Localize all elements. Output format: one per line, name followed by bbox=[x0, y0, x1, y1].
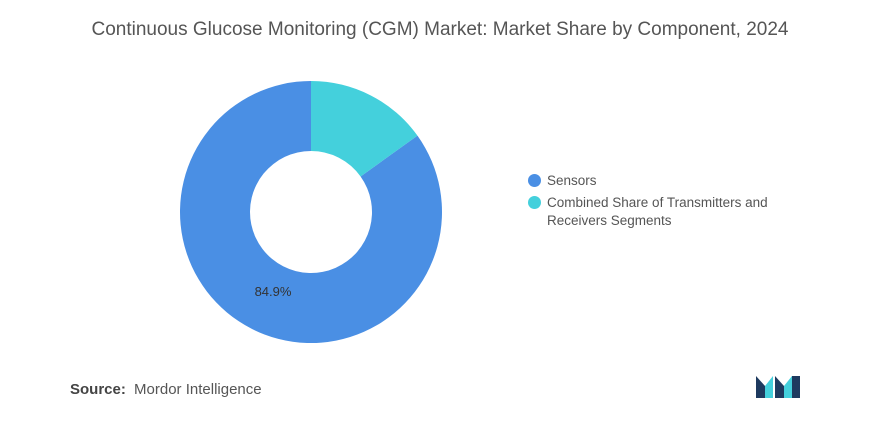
legend-swatch-transmitters-receivers bbox=[528, 196, 541, 209]
legend-item-sensors: Sensors bbox=[528, 172, 788, 190]
donut-slice-0 bbox=[180, 81, 443, 343]
source-value: Mordor Intelligence bbox=[134, 381, 262, 398]
legend-label-transmitters-receivers: Combined Share of Transmitters and Recei… bbox=[547, 195, 768, 228]
donut-slice-1 bbox=[311, 81, 418, 177]
data-label-0: 84.9% bbox=[255, 284, 292, 299]
legend-swatch-sensors bbox=[528, 174, 541, 187]
source-key: Source: bbox=[70, 381, 126, 398]
mordor-intelligence-logo-icon bbox=[756, 376, 800, 398]
legend-item-transmitters-receivers: Combined Share of Transmitters and Recei… bbox=[528, 194, 788, 230]
source-note: Source: Mordor Intelligence bbox=[70, 381, 262, 398]
chart-title: Continuous Glucose Monitoring (CGM) Mark… bbox=[91, 19, 789, 40]
legend: Sensors Combined Share of Transmitters a… bbox=[528, 172, 788, 234]
legend-label-sensors: Sensors bbox=[547, 173, 597, 188]
